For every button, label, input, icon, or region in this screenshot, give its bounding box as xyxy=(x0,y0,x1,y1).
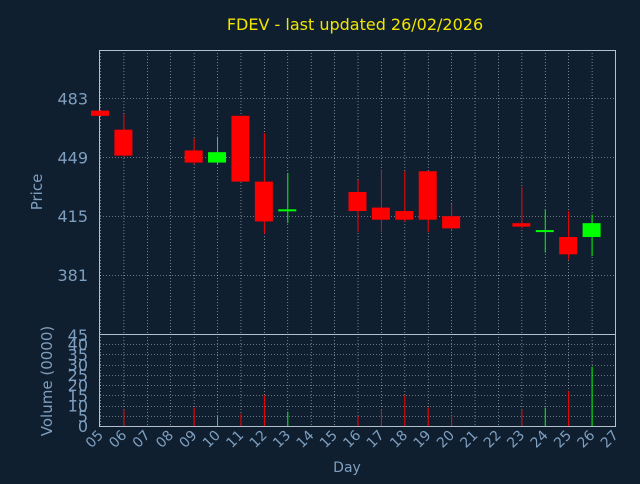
volume-tick-label: 25 xyxy=(68,366,88,385)
volume-bar xyxy=(263,395,265,426)
x-tick-label: 22 xyxy=(481,428,505,452)
x-tick-label: 27 xyxy=(598,428,622,452)
x-tick-label: 10 xyxy=(200,428,224,452)
x-tick-label: 26 xyxy=(574,427,598,451)
volume-tick-label: 5 xyxy=(78,407,88,426)
x-tick-label: 08 xyxy=(153,428,177,452)
x-tick-label: 16 xyxy=(340,427,364,451)
candle-body xyxy=(208,152,227,163)
volume-bar xyxy=(591,366,593,426)
volume-axis-label: Volume (0000) xyxy=(38,326,56,436)
volume-bar xyxy=(217,415,219,426)
volume-bar xyxy=(568,391,570,426)
price-axis-label: Price xyxy=(28,174,46,211)
x-tick-label: 14 xyxy=(294,427,318,451)
x-tick-label: 18 xyxy=(387,428,411,452)
price-tick-label: 449 xyxy=(57,148,88,167)
price-tick-label: 45 xyxy=(68,326,88,345)
x-tick-label: 06 xyxy=(106,427,130,451)
volume-bar xyxy=(404,395,406,426)
x-tick-label: 11 xyxy=(223,428,247,452)
candle-body xyxy=(231,115,250,182)
price-y-ticks: 381 415 449 483 45 xyxy=(57,89,88,345)
volume-panel-frame xyxy=(99,334,616,427)
volume-tick-label: 20 xyxy=(68,376,88,395)
candle-body xyxy=(512,223,531,227)
price-tick-label: 381 xyxy=(57,266,88,285)
x-tick-label: 17 xyxy=(364,428,388,452)
candles xyxy=(91,110,601,260)
x-tick-label: 25 xyxy=(551,428,575,452)
candle-body xyxy=(371,207,390,220)
x-axis-label: Day xyxy=(333,460,361,476)
x-tick-label: 13 xyxy=(270,428,294,452)
candle-body xyxy=(582,223,601,238)
x-tick-label: 24 xyxy=(528,427,552,451)
volume-bars xyxy=(123,366,593,426)
chart-title: FDEV - last updated 26/02/2026 xyxy=(227,15,483,34)
volume-tick-label: 15 xyxy=(68,386,88,405)
volume-tick-label: 30 xyxy=(68,356,88,375)
x-tick-label: 19 xyxy=(411,428,435,452)
candle-body xyxy=(91,110,109,116)
candle-body xyxy=(114,129,133,156)
x-tick-label: 15 xyxy=(317,428,341,452)
volume-bar xyxy=(193,407,195,426)
candle-body xyxy=(184,150,203,163)
candle-body xyxy=(535,230,554,233)
x-tick-label: 20 xyxy=(434,428,458,452)
candle-body xyxy=(278,209,297,212)
price-tick-label: 415 xyxy=(57,207,88,226)
volume-tick-label: 35 xyxy=(68,345,88,364)
volume-bar xyxy=(427,407,429,426)
volume-bar xyxy=(380,409,382,426)
volume-tick-label: 40 xyxy=(68,335,88,354)
candle-body xyxy=(395,211,414,220)
x-ticks: 05 06 07 08 09 10 11 12 13 14 15 16 17 18 19 20 21 22 23 24… xyxy=(83,427,622,451)
volume-bar xyxy=(123,409,125,426)
volume-bar xyxy=(544,407,546,426)
candle-body xyxy=(559,237,578,255)
x-tick-label: 09 xyxy=(177,428,201,452)
x-tick-label: 23 xyxy=(504,428,528,452)
candle-body xyxy=(348,192,367,212)
volume-grid xyxy=(100,334,616,427)
volume-bar xyxy=(521,409,523,426)
x-tick-label: 07 xyxy=(130,428,154,452)
volume-tick-label: 0 xyxy=(78,417,88,436)
candle-body xyxy=(418,171,437,220)
volume-bar xyxy=(240,413,242,426)
candle-body xyxy=(442,216,461,229)
volume-tick-label: 10 xyxy=(68,397,88,416)
candle-body xyxy=(254,181,273,222)
volume-bar xyxy=(451,415,453,426)
volume-bar xyxy=(357,415,359,426)
price-tick-label: 483 xyxy=(57,89,88,108)
x-tick-label: 21 xyxy=(457,428,481,452)
x-tick-label: 12 xyxy=(247,428,271,452)
volume-bar xyxy=(287,411,289,426)
